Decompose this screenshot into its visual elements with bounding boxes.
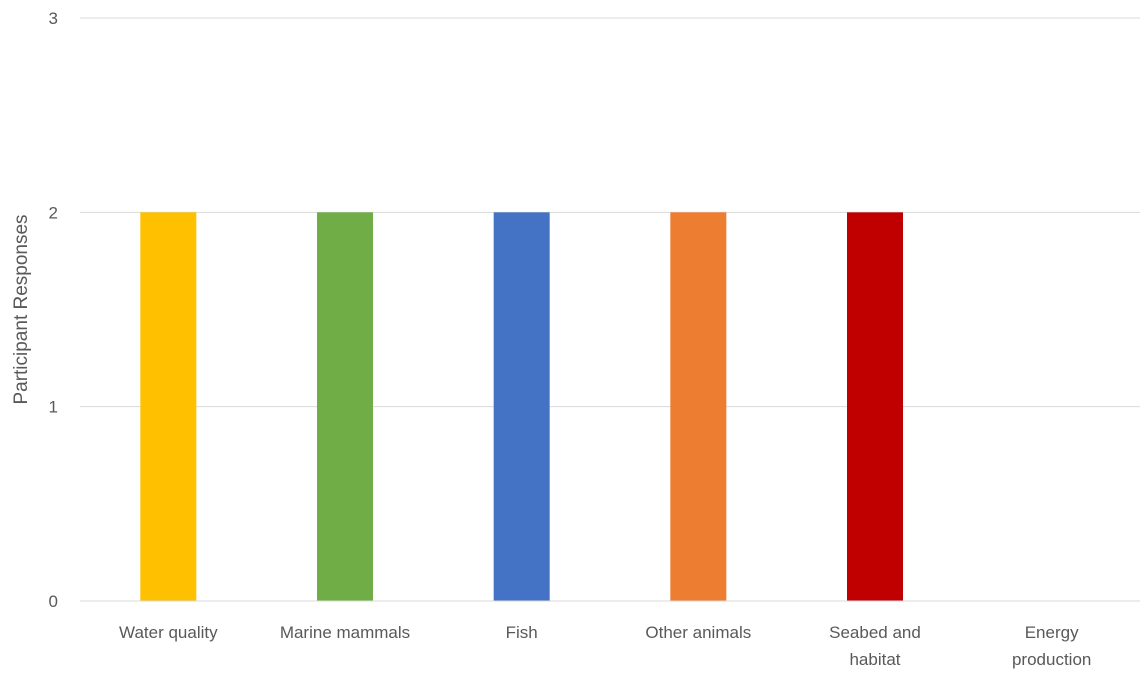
x-tick-label: Water quality <box>119 623 218 642</box>
x-tick-label: Marine mammals <box>280 623 410 642</box>
x-tick-label: Fish <box>506 623 538 642</box>
y-tick-label: 3 <box>49 9 58 28</box>
bar <box>317 212 373 602</box>
y-axis-title: Participant Responses <box>11 214 32 404</box>
bars <box>140 212 903 602</box>
bar <box>670 212 727 602</box>
bar <box>493 212 550 602</box>
y-tick-label: 1 <box>49 398 58 417</box>
x-tick-label-line: Marine mammals <box>280 623 410 642</box>
x-tick-label-line: Water quality <box>119 623 218 642</box>
bar <box>847 212 903 602</box>
x-tick-label-line: Other animals <box>645 623 751 642</box>
x-tick-label: Other animals <box>645 623 751 642</box>
x-tick-label-line: Fish <box>506 623 538 642</box>
x-axis-labels: Water quality Marine mammals Fish Other ani… <box>119 623 1091 669</box>
x-tick-label-line: Energy <box>1025 623 1079 642</box>
x-tick-label-line: Seabed and <box>829 623 921 642</box>
x-tick-label: Energy production <box>1012 623 1091 669</box>
x-tick-label-line: habitat <box>849 650 900 669</box>
y-tick-label: 2 <box>49 203 58 222</box>
x-tick-label-line: production <box>1012 650 1091 669</box>
y-axis-ticks: 0 1 2 3 <box>49 9 58 611</box>
y-tick-label: 0 <box>49 592 58 611</box>
x-tick-label: Seabed and habitat <box>829 623 921 669</box>
gridlines <box>80 17 1140 408</box>
bar <box>140 212 197 602</box>
